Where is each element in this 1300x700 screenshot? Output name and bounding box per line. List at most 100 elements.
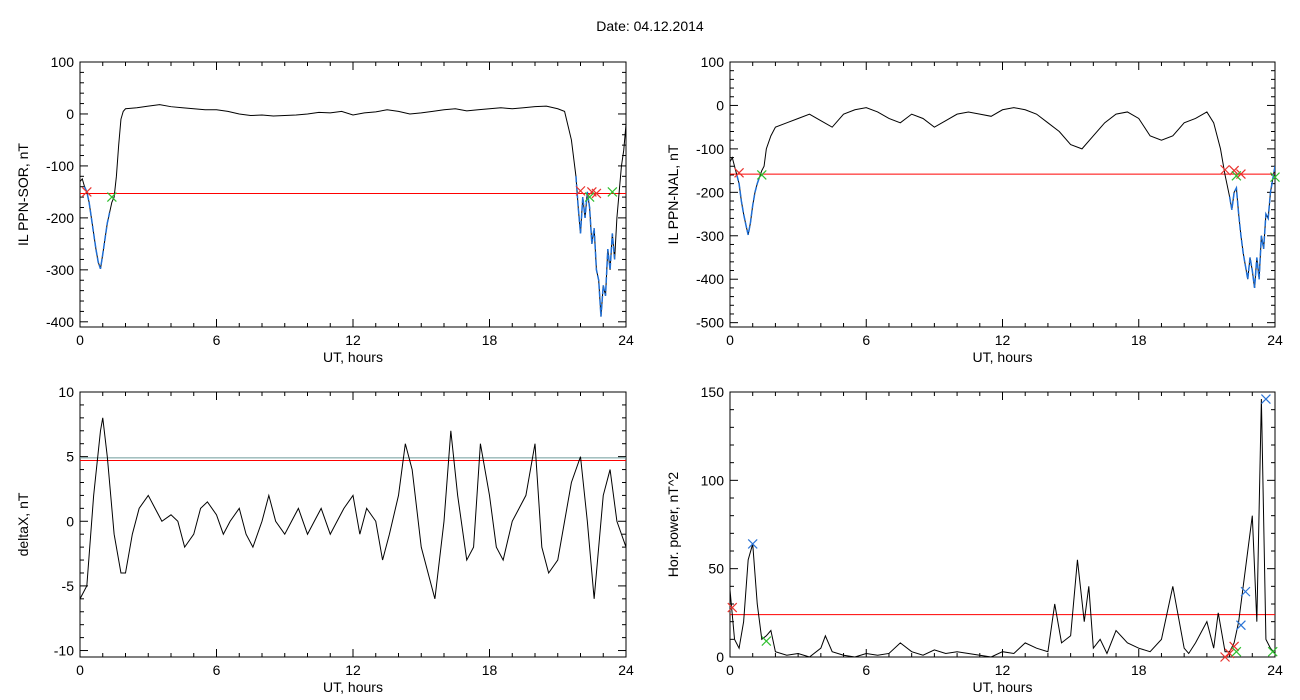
x-tick-label: 18	[482, 332, 498, 348]
marker-red	[1220, 652, 1230, 662]
series-line	[80, 104, 626, 317]
x-tick-label: 0	[76, 662, 84, 678]
series-line	[730, 107, 1275, 288]
page-title: Date: 04.12.2014	[596, 18, 704, 34]
marker-green-stroke-b	[756, 170, 767, 180]
plot-content	[730, 107, 1275, 288]
marker-red-stroke-b	[1224, 648, 1235, 659]
y-tick-label: -10	[54, 643, 74, 659]
plot-frame	[729, 61, 1276, 328]
y-tick-label: -100	[696, 141, 724, 157]
y-axis-label: Hor. power, nT^2	[665, 472, 681, 578]
marker-green	[1267, 646, 1278, 657]
marker-red-stroke-b	[1220, 164, 1230, 175]
marker-red	[727, 602, 738, 613]
plot-frame	[79, 391, 627, 658]
y-tick-label: 10	[58, 384, 74, 400]
marker-red	[1220, 164, 1230, 175]
y-tick-label: -400	[46, 314, 74, 330]
x-tick-label: 18	[1131, 662, 1147, 678]
y-tick-label: 0	[716, 97, 724, 113]
x-tick-label: 6	[213, 332, 221, 348]
y-tick-label: 100	[701, 472, 725, 488]
x-tick-label: 6	[862, 662, 870, 678]
marker-blue-stroke-b	[1260, 394, 1271, 404]
y-tick-label: -400	[696, 271, 724, 287]
marker-red	[1229, 641, 1240, 652]
marker-green	[761, 636, 772, 647]
x-tick-label: 6	[213, 662, 221, 678]
marker-green	[607, 186, 618, 197]
marker-red-stroke-b	[1220, 652, 1230, 662]
marker-green	[1270, 172, 1280, 183]
marker-green-stroke-b	[1270, 172, 1280, 183]
x-tick-label: 12	[345, 332, 361, 348]
marker-green	[584, 192, 595, 203]
y-tick-label: 0	[716, 649, 724, 665]
marker-blue	[1240, 586, 1251, 597]
marker-green-stroke-b	[584, 192, 595, 203]
marker-red-stroke-b	[586, 186, 597, 197]
y-tick-label: 150	[701, 384, 725, 400]
y-tick-label: 5	[66, 449, 74, 465]
y-axis-label: IL PPN-SOR, nT	[15, 143, 31, 246]
marker-blue	[747, 539, 758, 549]
y-axis-label: IL PPN-NAL, nT	[665, 144, 681, 244]
marker-red	[734, 167, 745, 178]
marker-green-stroke-b	[1231, 170, 1242, 181]
x-tick-label: 12	[345, 662, 361, 678]
marker-green-stroke-b	[1267, 646, 1278, 657]
marker-red	[1229, 165, 1240, 176]
y-tick-label: 50	[708, 561, 724, 577]
y-tick-label: -300	[46, 262, 74, 278]
y-tick-label: 100	[51, 54, 75, 70]
marker-red-stroke-b	[1229, 165, 1240, 176]
chart-panel-4: 0 6 12 18 24 150 100 50 0 UT, hours Hor. power, nT…	[665, 384, 1283, 695]
marker-blue-stroke-b	[1240, 586, 1251, 597]
chart-panel-3: 0 6 12 18 24 10 5 0 -5 -10 UT, hours deltaX, nT	[15, 384, 634, 695]
x-tick-label: 0	[726, 662, 734, 678]
y-tick-label: 0	[66, 513, 74, 529]
x-tick-label: 0	[726, 332, 734, 348]
y-tick-label: 0	[66, 106, 74, 122]
marker-green-stroke-b	[761, 636, 772, 647]
highlight-segment	[1228, 166, 1275, 288]
marker-red-stroke-b	[1229, 641, 1240, 652]
x-tick-label: 6	[862, 332, 870, 348]
chart-panel-2: 0 6 12 18 24 100 0 -100 -200 -300 -400 -500 UT, hour…	[665, 54, 1283, 365]
marker-red	[591, 188, 602, 199]
x-tick-label: 24	[618, 332, 634, 348]
x-tick-label: 24	[1267, 662, 1283, 678]
marker-green	[756, 170, 767, 180]
plot-frame	[729, 391, 1276, 658]
marker-blue	[1236, 620, 1246, 631]
marker-red-stroke-b	[727, 602, 738, 613]
series-line	[730, 399, 1275, 657]
highlight-segment	[736, 174, 761, 236]
marker-green	[1231, 170, 1242, 181]
marker-green-stroke-b	[1231, 646, 1242, 657]
y-tick-label: -100	[46, 158, 74, 174]
marker-green	[1231, 646, 1242, 657]
y-tick-label: -200	[46, 210, 74, 226]
x-axis-label: UT, hours	[973, 349, 1033, 365]
y-tick-label: -500	[696, 315, 724, 331]
marker-red	[1224, 648, 1235, 659]
series-line	[80, 417, 626, 600]
x-axis-label: UT, hours	[323, 679, 383, 695]
marker-red-stroke-b	[575, 185, 586, 196]
highlight-segment	[83, 186, 111, 270]
y-axis-label: deltaX, nT	[15, 492, 31, 556]
marker-green-stroke-b	[607, 186, 618, 197]
x-tick-label: 0	[76, 332, 84, 348]
plot-frame	[79, 61, 627, 328]
highlight-segment	[575, 176, 616, 317]
y-tick-label: 100	[701, 54, 725, 70]
marker-blue	[1260, 394, 1271, 404]
x-tick-label: 24	[618, 662, 634, 678]
marker-green-stroke-b	[106, 192, 117, 203]
plot-content	[80, 104, 626, 317]
x-tick-label: 24	[1267, 332, 1283, 348]
plot-content	[730, 399, 1275, 657]
marker-blue-stroke-b	[1236, 620, 1246, 631]
